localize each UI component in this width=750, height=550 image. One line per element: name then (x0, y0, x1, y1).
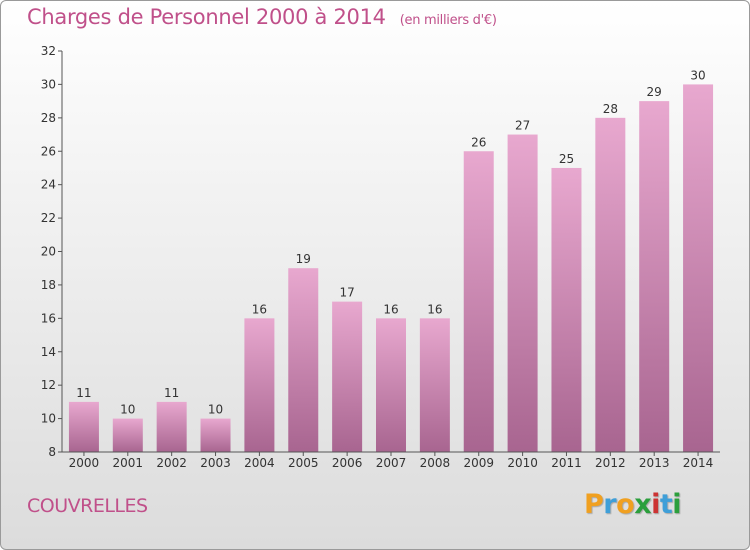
chart-title-text: Charges de Personnel 2000 à 2014 (27, 5, 386, 29)
bar-2006 (332, 301, 363, 452)
logo-letter: t (659, 489, 673, 520)
bar-2009 (463, 151, 494, 452)
bar-2010 (507, 134, 538, 452)
y-tick-label: 10 (41, 412, 56, 426)
x-tick-label-2006: 2006 (332, 456, 363, 470)
chart-subtitle: (en milliers d'€) (399, 13, 497, 28)
logo-letter: o (616, 489, 635, 520)
y-tick-label: 26 (41, 144, 56, 158)
bar-2003 (200, 418, 231, 452)
data-label-2005: 19 (296, 252, 311, 266)
bar-2002 (156, 401, 187, 452)
data-label-2008: 16 (427, 302, 442, 316)
data-label-2004: 16 (252, 302, 267, 316)
data-label-2013: 29 (647, 85, 662, 99)
y-tick-label: 20 (41, 245, 56, 259)
data-label-2011: 25 (559, 152, 574, 166)
logo-letter: x (634, 489, 652, 520)
x-tick-label-2013: 2013 (639, 456, 670, 470)
bar-2008 (419, 318, 450, 452)
logo-letter: P (584, 489, 604, 520)
y-tick-label: 12 (41, 378, 56, 392)
bar-2013 (639, 101, 670, 452)
x-tick-label-2007: 2007 (376, 456, 407, 470)
bar-2012 (595, 117, 626, 452)
data-label-2012: 28 (603, 102, 618, 116)
data-label-2001: 10 (120, 403, 135, 417)
x-tick-label-2008: 2008 (420, 456, 451, 470)
y-tick-label: 32 (41, 44, 56, 58)
data-label-2010: 27 (515, 119, 530, 133)
x-tick-label-2001: 2001 (113, 456, 144, 470)
proxiti-logo: Proxiti (584, 489, 682, 520)
y-tick-label: 8 (48, 445, 56, 459)
bar-2001 (112, 418, 143, 452)
bar-2007 (376, 318, 406, 452)
bar-2011 (551, 167, 582, 453)
y-tick-label: 24 (41, 178, 56, 192)
y-tick-label: 18 (41, 278, 56, 292)
data-label-2014: 30 (690, 68, 705, 82)
chart-title: Charges de Personnel 2000 à 2014 (en mill… (27, 5, 497, 29)
x-tick-label-2005: 2005 (288, 456, 319, 470)
bar-2000 (68, 401, 99, 452)
x-tick-label-2012: 2012 (595, 456, 626, 470)
logo-letter: i (651, 489, 660, 520)
y-tick-label: 22 (41, 211, 56, 225)
logo-letter: i (672, 489, 682, 520)
x-tick-label-2004: 2004 (244, 456, 275, 470)
data-label-2006: 17 (339, 286, 354, 300)
data-label-2003: 10 (208, 403, 223, 417)
data-label-2009: 26 (471, 135, 486, 149)
bar-2004 (244, 318, 275, 452)
y-tick-label: 14 (41, 345, 56, 359)
y-tick-label: 30 (41, 77, 56, 91)
x-tick-label-2014: 2014 (683, 456, 714, 470)
x-tick-label-2009: 2009 (463, 456, 494, 470)
bar-2005 (288, 268, 319, 452)
y-tick-label: 28 (41, 111, 56, 125)
y-tick-label: 16 (41, 311, 56, 325)
x-tick-label-2010: 2010 (507, 456, 538, 470)
data-label-2007: 16 (383, 302, 398, 316)
data-label-2002: 11 (164, 386, 179, 400)
x-tick-label-2002: 2002 (156, 456, 187, 470)
x-tick-label-2003: 2003 (200, 456, 231, 470)
place-name: COUVRELLES (27, 495, 148, 517)
x-tick-label-2000: 2000 (69, 456, 100, 470)
logo-letter: r (603, 489, 617, 520)
data-label-2000: 11 (76, 386, 91, 400)
x-tick-label-2011: 2011 (551, 456, 582, 470)
bar-2014 (683, 84, 714, 453)
